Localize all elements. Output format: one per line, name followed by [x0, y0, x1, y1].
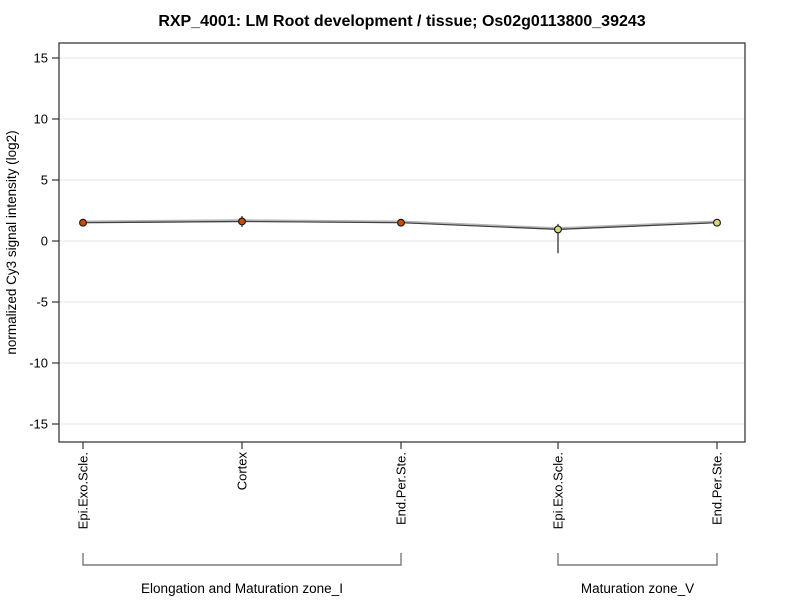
- data-point: [713, 218, 721, 227]
- axes-layer: 15 10 5 0 -5 -10 -15 Epi.Exo.Scle. Cortex End.Per…: [29, 51, 724, 530]
- data-point: [79, 218, 87, 227]
- data-point: [238, 217, 246, 226]
- chart-title: RXP_4001: LM Root development / tissue; …: [158, 13, 645, 30]
- group-bracket: [82, 553, 402, 566]
- plot-border: [58, 42, 746, 443]
- y-tick-label: 15: [34, 51, 48, 66]
- group-bracket: [557, 553, 718, 566]
- x-tick-label: Epi.Exo.Scle.: [551, 452, 566, 529]
- y-tick-label: -10: [29, 356, 48, 371]
- y-axis-label: normalized Cy3 signal intensity (log2): [4, 130, 19, 354]
- group-label: Elongation and Maturation zone_I: [141, 581, 343, 596]
- y-tick-label: -15: [29, 417, 48, 432]
- x-tick-label: Epi.Exo.Scle.: [76, 452, 91, 529]
- x-tick-label: End.Per.Ste.: [710, 452, 725, 525]
- gridlines-layer: [59, 57, 745, 425]
- x-tick-label: Cortex: [235, 452, 250, 491]
- data-point: [554, 225, 562, 234]
- data-point: [397, 218, 405, 227]
- y-tick-label: -5: [36, 295, 48, 310]
- x-tick-label: End.Per.Ste.: [394, 452, 409, 525]
- group-brackets-layer: Elongation and Maturation zone_I Maturati…: [82, 553, 718, 596]
- y-tick-label: 5: [41, 173, 48, 188]
- y-tick-label: 10: [34, 112, 48, 127]
- group-label: Maturation zone_V: [581, 581, 694, 596]
- y-tick-label: 0: [41, 234, 48, 249]
- series-layer: [79, 215, 721, 254]
